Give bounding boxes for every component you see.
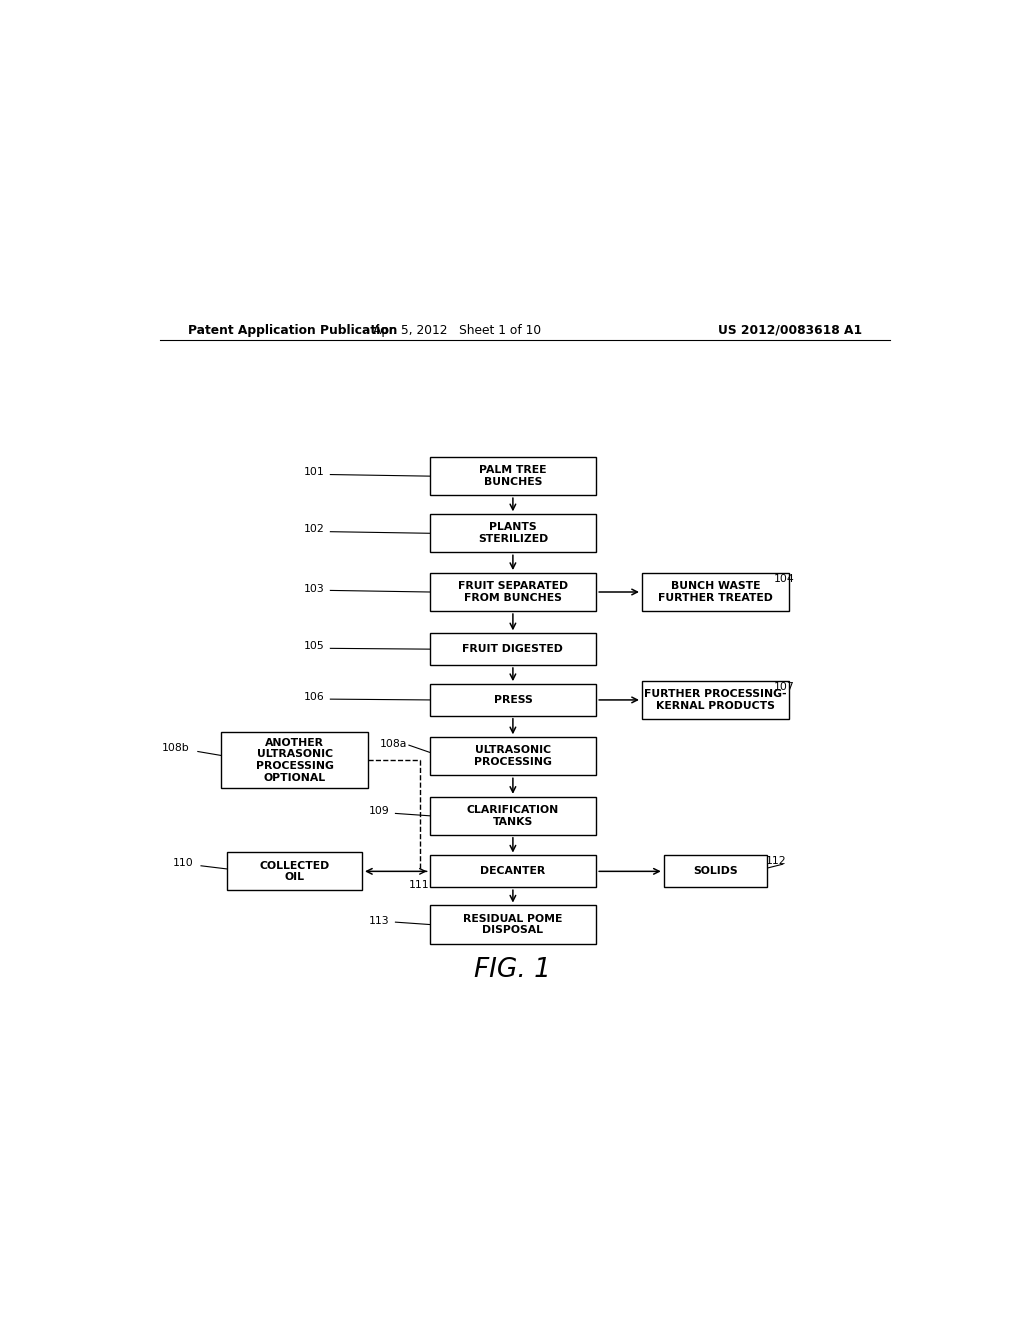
Text: 102: 102 (304, 524, 325, 535)
Text: RESIDUAL POME
DISPOSAL: RESIDUAL POME DISPOSAL (463, 913, 562, 936)
Text: PALM TREE
BUNCHES: PALM TREE BUNCHES (479, 466, 547, 487)
Text: 111: 111 (409, 880, 430, 890)
Text: 104: 104 (774, 574, 795, 585)
Text: DECANTER: DECANTER (480, 866, 546, 876)
Text: 108a: 108a (380, 739, 408, 748)
Text: 105: 105 (304, 642, 325, 651)
Text: Patent Application Publication: Patent Application Publication (187, 323, 397, 337)
Text: ANOTHER
ULTRASONIC
PROCESSING
OPTIONAL: ANOTHER ULTRASONIC PROCESSING OPTIONAL (256, 738, 334, 783)
Text: 113: 113 (370, 916, 390, 925)
Text: 108b: 108b (162, 743, 189, 752)
FancyBboxPatch shape (430, 634, 596, 665)
Text: COLLECTED
OIL: COLLECTED OIL (259, 861, 330, 882)
FancyBboxPatch shape (642, 681, 788, 719)
Text: FURTHER PROCESSING-
KERNAL PRODUCTS: FURTHER PROCESSING- KERNAL PRODUCTS (644, 689, 786, 710)
FancyBboxPatch shape (227, 853, 362, 891)
FancyBboxPatch shape (221, 733, 368, 788)
Text: Apr. 5, 2012   Sheet 1 of 10: Apr. 5, 2012 Sheet 1 of 10 (374, 323, 542, 337)
FancyBboxPatch shape (430, 855, 596, 887)
FancyBboxPatch shape (430, 738, 596, 775)
FancyBboxPatch shape (642, 573, 788, 611)
Text: US 2012/0083618 A1: US 2012/0083618 A1 (718, 323, 862, 337)
Text: 109: 109 (369, 807, 390, 816)
Text: PRESS: PRESS (494, 694, 532, 705)
Text: BUNCH WASTE
FURTHER TREATED: BUNCH WASTE FURTHER TREATED (657, 581, 773, 603)
Text: FRUIT DIGESTED: FRUIT DIGESTED (463, 644, 563, 655)
FancyBboxPatch shape (430, 573, 596, 611)
FancyBboxPatch shape (430, 906, 596, 944)
Text: 110: 110 (172, 858, 194, 869)
FancyBboxPatch shape (430, 457, 596, 495)
Text: PLANTS
STERILIZED: PLANTS STERILIZED (478, 523, 548, 544)
FancyBboxPatch shape (430, 797, 596, 834)
Text: FIG. 1: FIG. 1 (474, 957, 551, 983)
Text: ULTRASONIC
PROCESSING: ULTRASONIC PROCESSING (474, 746, 552, 767)
FancyBboxPatch shape (664, 855, 767, 887)
Text: SOLIDS: SOLIDS (693, 866, 737, 876)
FancyBboxPatch shape (430, 684, 596, 715)
FancyBboxPatch shape (430, 515, 596, 552)
Text: 106: 106 (304, 692, 325, 702)
Text: 107: 107 (774, 682, 795, 692)
Text: 112: 112 (766, 857, 786, 866)
Text: 101: 101 (304, 467, 325, 477)
Text: 103: 103 (304, 583, 325, 594)
Text: FRUIT SEPARATED
FROM BUNCHES: FRUIT SEPARATED FROM BUNCHES (458, 581, 568, 603)
Text: CLARIFICATION
TANKS: CLARIFICATION TANKS (467, 805, 559, 826)
